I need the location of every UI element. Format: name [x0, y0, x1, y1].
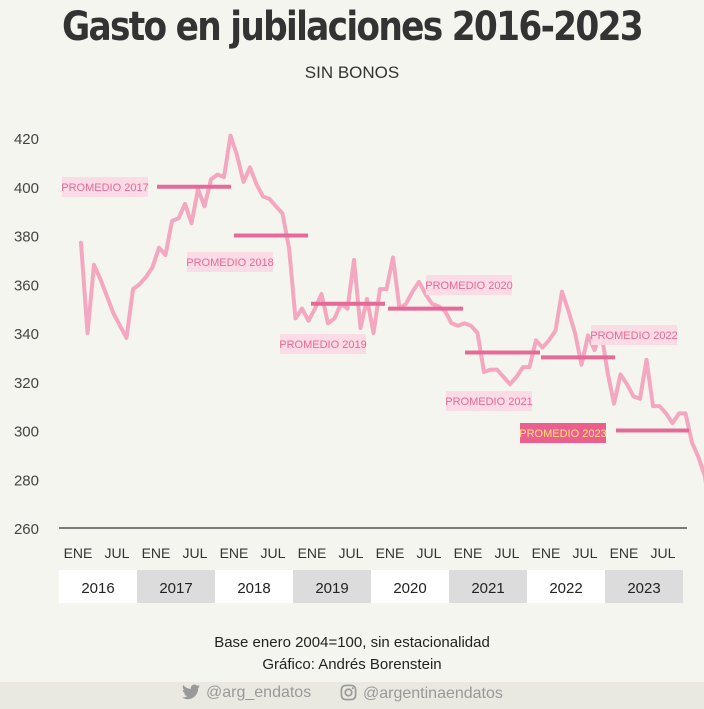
average-label: PROMEDIO 2020 — [425, 280, 512, 292]
average-label-box — [187, 252, 273, 272]
average-label: PROMEDIO 2018 — [186, 257, 273, 269]
year-band-cell — [215, 570, 293, 603]
average-label-box — [280, 334, 366, 354]
twitter-handle-text: @arg_endatos — [206, 684, 312, 701]
average-label: PROMEDIO 2021 — [445, 396, 532, 408]
social-bar: @arg_endatos @argentinaendatos — [0, 682, 704, 709]
x-tick-label: JUL — [417, 545, 442, 561]
year-label: 2016 — [81, 580, 114, 597]
x-tick-label: JUL — [495, 545, 520, 561]
chart-title: Gasto en jubilaciones 2016-2023 — [61, 4, 644, 50]
x-tick-label: ENE — [142, 545, 171, 561]
average-label: PROMEDIO 2019 — [279, 339, 366, 351]
year-band-cell — [371, 570, 449, 603]
x-tick-label: JUL — [183, 545, 208, 561]
y-tick-label: 420 — [14, 131, 39, 148]
y-tick-label: 380 — [14, 229, 39, 246]
instagram-handle-text: @argentinaendatos — [363, 685, 503, 702]
year-label: 2019 — [315, 580, 348, 597]
year-label: 2018 — [237, 580, 270, 597]
year-band-cell — [59, 570, 137, 603]
x-tick-label: JUL — [651, 545, 676, 561]
x-tick-label: JUL — [339, 545, 364, 561]
average-label: PROMEDIO 2017 — [61, 182, 148, 194]
x-tick-label: ENE — [64, 545, 93, 561]
y-tick-label: 360 — [14, 277, 39, 294]
year-label: 2021 — [471, 580, 504, 597]
chart-subtitle: SIN BONOS — [304, 63, 400, 82]
footer-credit: Gráfico: Andrés Borenstein — [262, 656, 442, 673]
year-band-cell — [293, 570, 371, 603]
average-label: PROMEDIO 2022 — [590, 330, 677, 342]
average-label-box — [591, 325, 677, 345]
twitter-handle[interactable]: @arg_endatos — [182, 684, 311, 702]
x-tick-label: JUL — [261, 545, 286, 561]
average-label-box — [426, 275, 512, 295]
year-label: 2020 — [393, 580, 426, 597]
x-tick-label: ENE — [376, 545, 405, 561]
series-line — [79, 133, 704, 485]
x-tick-label: ENE — [454, 545, 483, 561]
average-label: PROMEDIO 2023 — [519, 428, 606, 440]
average-label-box — [520, 423, 606, 443]
year-label: 2022 — [549, 580, 582, 597]
year-label: 2023 — [627, 580, 660, 597]
x-tick-label: ENE — [298, 545, 327, 561]
x-tick-label: ENE — [220, 545, 249, 561]
x-tick-label: ENE — [610, 545, 639, 561]
year-band-cell — [449, 570, 527, 603]
x-tick-label: ENE — [532, 545, 561, 561]
average-label-box — [446, 391, 532, 411]
y-tick-label: 260 — [14, 521, 39, 538]
year-label: 2017 — [159, 580, 192, 597]
line-chart: 260 280 300 320 340 360 380 400 420 ENE JUL ENE JUL E… — [14, 131, 704, 603]
y-tick-label: 400 — [14, 180, 39, 197]
y-tick-label: 340 — [14, 326, 39, 343]
year-band-cell — [137, 570, 215, 603]
y-tick-label: 280 — [14, 472, 39, 489]
instagram-handle[interactable]: @argentinaendatos — [340, 684, 503, 703]
year-band-cell — [527, 570, 605, 603]
y-tick-label: 320 — [14, 375, 39, 392]
instagram-icon — [340, 684, 357, 701]
twitter-icon — [182, 684, 200, 700]
x-tick-label: JUL — [573, 545, 598, 561]
year-band-cell — [605, 570, 683, 603]
x-tick-label: JUL — [105, 545, 130, 561]
footer-note: Base enero 2004=100, sin estacionalidad — [214, 634, 490, 651]
average-label-box — [62, 177, 148, 197]
y-tick-label: 300 — [14, 424, 39, 441]
